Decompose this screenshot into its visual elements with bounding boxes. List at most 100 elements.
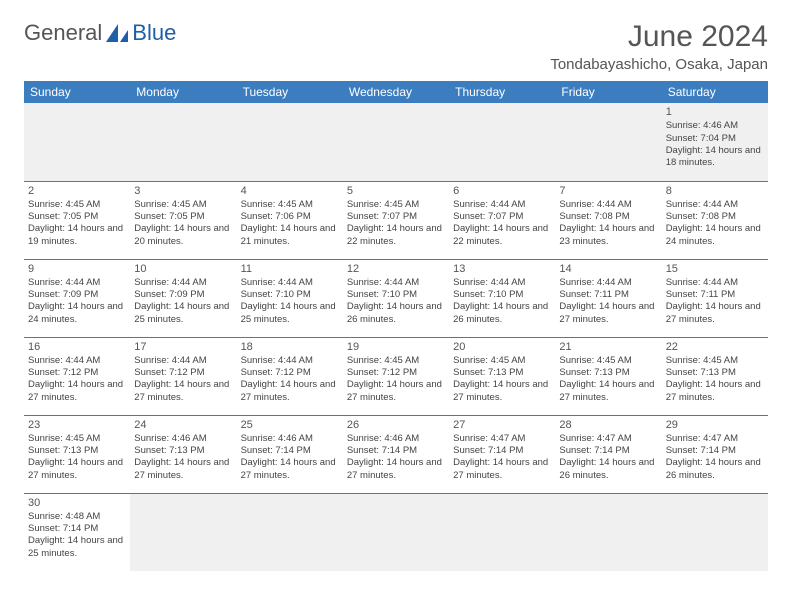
sunset-line: Sunset: 7:08 PM — [559, 211, 657, 223]
sunset-line: Sunset: 7:13 PM — [28, 445, 126, 457]
sunrise-line: Sunrise: 4:48 AM — [28, 511, 126, 523]
daylight-line: Daylight: 14 hours and 26 minutes. — [666, 457, 764, 482]
sunset-line: Sunset: 7:11 PM — [559, 289, 657, 301]
day-number: 27 — [453, 418, 551, 432]
day-number: 28 — [559, 418, 657, 432]
day-cell: 7Sunrise: 4:44 AMSunset: 7:08 PMDaylight… — [555, 181, 661, 259]
sunset-line: Sunset: 7:09 PM — [28, 289, 126, 301]
day-number: 12 — [347, 262, 445, 276]
sunset-line: Sunset: 7:09 PM — [134, 289, 232, 301]
daylight-line: Daylight: 14 hours and 25 minutes. — [241, 301, 339, 326]
sunrise-line: Sunrise: 4:46 AM — [666, 120, 764, 132]
sunrise-line: Sunrise: 4:45 AM — [134, 199, 232, 211]
empty-cell — [130, 103, 236, 181]
sunrise-line: Sunrise: 4:46 AM — [347, 433, 445, 445]
daylight-line: Daylight: 14 hours and 27 minutes. — [453, 379, 551, 404]
sunrise-line: Sunrise: 4:45 AM — [347, 355, 445, 367]
day-number: 13 — [453, 262, 551, 276]
sunset-line: Sunset: 7:14 PM — [241, 445, 339, 457]
day-number: 18 — [241, 340, 339, 354]
day-cell: 11Sunrise: 4:44 AMSunset: 7:10 PMDayligh… — [237, 259, 343, 337]
day-number: 6 — [453, 184, 551, 198]
sunrise-line: Sunrise: 4:44 AM — [347, 277, 445, 289]
sunrise-line: Sunrise: 4:44 AM — [453, 199, 551, 211]
sunrise-line: Sunrise: 4:45 AM — [666, 355, 764, 367]
sunrise-line: Sunrise: 4:46 AM — [134, 433, 232, 445]
day-cell: 18Sunrise: 4:44 AMSunset: 7:12 PMDayligh… — [237, 337, 343, 415]
week-row: 2Sunrise: 4:45 AMSunset: 7:05 PMDaylight… — [24, 181, 768, 259]
day-number: 3 — [134, 184, 232, 198]
daylight-line: Daylight: 14 hours and 24 minutes. — [28, 301, 126, 326]
sunrise-line: Sunrise: 4:45 AM — [28, 199, 126, 211]
month-title: June 2024 — [550, 20, 768, 54]
logo: General Blue — [24, 20, 176, 46]
sunset-line: Sunset: 7:14 PM — [347, 445, 445, 457]
daylight-line: Daylight: 14 hours and 23 minutes. — [559, 223, 657, 248]
sunrise-line: Sunrise: 4:45 AM — [28, 433, 126, 445]
empty-cell — [237, 493, 343, 571]
sunset-line: Sunset: 7:12 PM — [28, 367, 126, 379]
sunset-line: Sunset: 7:07 PM — [453, 211, 551, 223]
day-number: 29 — [666, 418, 764, 432]
sunrise-line: Sunrise: 4:44 AM — [666, 199, 764, 211]
week-row: 16Sunrise: 4:44 AMSunset: 7:12 PMDayligh… — [24, 337, 768, 415]
day-number: 30 — [28, 496, 126, 510]
daylight-line: Daylight: 14 hours and 19 minutes. — [28, 223, 126, 248]
sunrise-line: Sunrise: 4:44 AM — [28, 277, 126, 289]
sunset-line: Sunset: 7:05 PM — [28, 211, 126, 223]
day-header: Friday — [555, 81, 661, 103]
sunset-line: Sunset: 7:14 PM — [453, 445, 551, 457]
sunset-line: Sunset: 7:10 PM — [347, 289, 445, 301]
day-cell: 12Sunrise: 4:44 AMSunset: 7:10 PMDayligh… — [343, 259, 449, 337]
daylight-line: Daylight: 14 hours and 22 minutes. — [347, 223, 445, 248]
empty-cell — [130, 493, 236, 571]
day-cell: 6Sunrise: 4:44 AMSunset: 7:07 PMDaylight… — [449, 181, 555, 259]
daylight-line: Daylight: 14 hours and 27 minutes. — [134, 379, 232, 404]
empty-cell — [343, 493, 449, 571]
week-row: 30Sunrise: 4:48 AMSunset: 7:14 PMDayligh… — [24, 493, 768, 571]
daylight-line: Daylight: 14 hours and 25 minutes. — [28, 535, 126, 560]
day-header: Wednesday — [343, 81, 449, 103]
day-number: 9 — [28, 262, 126, 276]
day-number: 8 — [666, 184, 764, 198]
daylight-line: Daylight: 14 hours and 27 minutes. — [347, 457, 445, 482]
sunset-line: Sunset: 7:14 PM — [559, 445, 657, 457]
day-header: Saturday — [662, 81, 768, 103]
daylight-line: Daylight: 14 hours and 18 minutes. — [666, 145, 764, 170]
sunset-line: Sunset: 7:05 PM — [134, 211, 232, 223]
day-number: 14 — [559, 262, 657, 276]
empty-cell — [449, 103, 555, 181]
logo-text-1: General — [24, 20, 102, 46]
sunrise-line: Sunrise: 4:44 AM — [28, 355, 126, 367]
day-cell: 29Sunrise: 4:47 AMSunset: 7:14 PMDayligh… — [662, 415, 768, 493]
day-number: 20 — [453, 340, 551, 354]
sunrise-line: Sunrise: 4:47 AM — [453, 433, 551, 445]
day-cell: 23Sunrise: 4:45 AMSunset: 7:13 PMDayligh… — [24, 415, 130, 493]
day-number: 17 — [134, 340, 232, 354]
sunrise-line: Sunrise: 4:47 AM — [559, 433, 657, 445]
calendar-table: SundayMondayTuesdayWednesdayThursdayFrid… — [24, 81, 768, 571]
sunrise-line: Sunrise: 4:46 AM — [241, 433, 339, 445]
day-cell: 30Sunrise: 4:48 AMSunset: 7:14 PMDayligh… — [24, 493, 130, 571]
daylight-line: Daylight: 14 hours and 27 minutes. — [347, 379, 445, 404]
day-number: 10 — [134, 262, 232, 276]
sunrise-line: Sunrise: 4:45 AM — [559, 355, 657, 367]
day-header: Tuesday — [237, 81, 343, 103]
sunset-line: Sunset: 7:13 PM — [453, 367, 551, 379]
sunrise-line: Sunrise: 4:44 AM — [134, 355, 232, 367]
day-cell: 10Sunrise: 4:44 AMSunset: 7:09 PMDayligh… — [130, 259, 236, 337]
day-cell: 8Sunrise: 4:44 AMSunset: 7:08 PMDaylight… — [662, 181, 768, 259]
day-cell: 5Sunrise: 4:45 AMSunset: 7:07 PMDaylight… — [343, 181, 449, 259]
day-number: 25 — [241, 418, 339, 432]
daylight-line: Daylight: 14 hours and 26 minutes. — [453, 301, 551, 326]
day-number: 26 — [347, 418, 445, 432]
day-cell: 22Sunrise: 4:45 AMSunset: 7:13 PMDayligh… — [662, 337, 768, 415]
title-block: June 2024 Tondabayashicho, Osaka, Japan — [550, 20, 768, 73]
day-number: 11 — [241, 262, 339, 276]
day-cell: 3Sunrise: 4:45 AMSunset: 7:05 PMDaylight… — [130, 181, 236, 259]
sunrise-line: Sunrise: 4:44 AM — [134, 277, 232, 289]
sunrise-line: Sunrise: 4:45 AM — [241, 199, 339, 211]
header: General Blue June 2024 Tondabayashicho, … — [24, 20, 768, 73]
day-cell: 2Sunrise: 4:45 AMSunset: 7:05 PMDaylight… — [24, 181, 130, 259]
sunset-line: Sunset: 7:10 PM — [241, 289, 339, 301]
